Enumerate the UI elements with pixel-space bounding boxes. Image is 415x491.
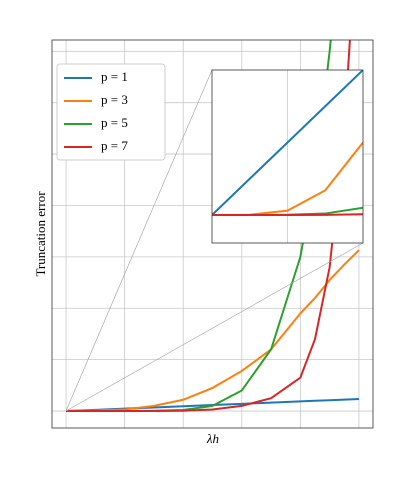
inset-plot [211, 69, 364, 244]
plot-frame [51, 39, 374, 429]
zoom-connector [65, 242, 364, 412]
zoom-connector [65, 69, 213, 412]
series-line [66, 40, 351, 413]
x-axis-label: λh [206, 431, 219, 446]
legend-label: p = 1 [101, 69, 128, 84]
legend-label: p = 5 [101, 115, 128, 130]
lines [66, 40, 360, 413]
plot-frame [211, 69, 364, 244]
lines [212, 70, 363, 217]
series-line [66, 249, 360, 413]
series-line [212, 213, 363, 217]
y-axis-label: Truncation error [33, 191, 48, 277]
legend: p = 1 p = 3 p = 5 p = 7 [56, 63, 166, 161]
legend-box [56, 63, 166, 161]
legend-label: p = 7 [101, 138, 128, 153]
series-line [212, 70, 363, 216]
legend-label: p = 3 [101, 92, 128, 107]
